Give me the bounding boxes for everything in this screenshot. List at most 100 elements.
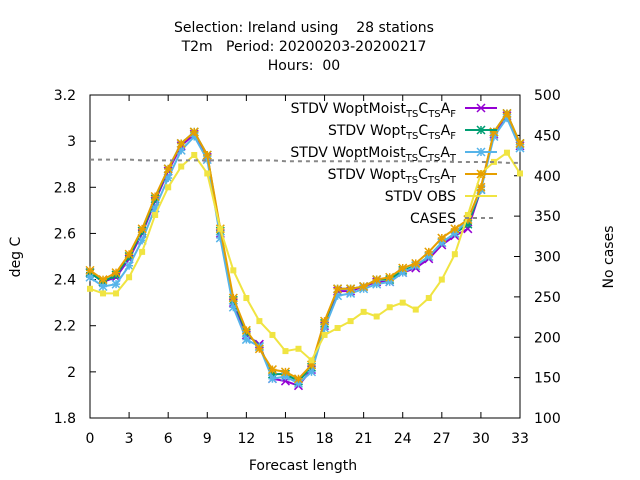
point xyxy=(372,275,382,285)
point xyxy=(359,281,369,292)
point xyxy=(256,318,263,325)
point xyxy=(346,284,356,294)
y-tick-label: 2.8 xyxy=(54,180,76,196)
point xyxy=(152,211,159,218)
series-line xyxy=(89,151,521,362)
x-tick-label: 6 xyxy=(164,431,173,447)
y-tick-label: 2.6 xyxy=(54,226,76,242)
y2-tick-label: 250 xyxy=(534,290,561,306)
point xyxy=(267,374,277,384)
point xyxy=(464,211,471,218)
point xyxy=(280,367,290,377)
point xyxy=(98,281,108,292)
point xyxy=(463,219,473,229)
point xyxy=(85,265,95,275)
point xyxy=(399,299,406,306)
y-tick-label: 3.2 xyxy=(54,88,76,104)
point xyxy=(111,268,121,278)
point xyxy=(346,288,356,298)
point xyxy=(137,235,147,245)
legend-label: CASES xyxy=(410,211,456,227)
point xyxy=(502,113,512,123)
point xyxy=(176,138,186,148)
point xyxy=(360,308,367,315)
point xyxy=(189,127,199,137)
point xyxy=(334,325,341,332)
point xyxy=(178,163,185,170)
point xyxy=(424,247,434,257)
point xyxy=(320,316,330,326)
point xyxy=(126,274,133,281)
point xyxy=(490,158,497,165)
point xyxy=(150,191,160,202)
point xyxy=(333,291,343,301)
y-tick-label: 2.4 xyxy=(54,273,76,289)
x-tick-label: 3 xyxy=(125,431,134,447)
point xyxy=(111,279,121,289)
x-tick-label: 18 xyxy=(316,431,334,447)
point xyxy=(450,228,460,238)
point xyxy=(267,369,277,379)
point xyxy=(191,151,198,158)
y-tick-label: 2 xyxy=(67,365,76,381)
point xyxy=(139,248,146,255)
y-axis-label: deg C xyxy=(8,236,24,277)
legend-marker xyxy=(476,125,486,135)
point xyxy=(438,276,445,283)
legend-label: STDV WoptMoistTSCTSAF xyxy=(291,101,457,120)
point xyxy=(87,285,93,292)
point xyxy=(463,215,473,225)
point xyxy=(308,357,315,364)
point xyxy=(113,290,120,297)
y-tick-label: 1.8 xyxy=(54,411,76,427)
y2-tick-label: 450 xyxy=(534,128,561,144)
point xyxy=(293,378,304,388)
point xyxy=(150,203,160,213)
point xyxy=(450,224,460,234)
point xyxy=(411,258,421,268)
point xyxy=(202,150,212,160)
y2-tick-label: 350 xyxy=(534,209,561,225)
legend-marker xyxy=(476,103,486,113)
point xyxy=(306,367,317,377)
legend-marker xyxy=(476,169,486,179)
point xyxy=(189,131,199,142)
y2-tick-label: 400 xyxy=(534,169,561,185)
point xyxy=(295,345,302,352)
legend-label: STDV WoptMoistTSCTSAT xyxy=(290,145,457,164)
y-tick-label: 3 xyxy=(67,134,76,150)
point xyxy=(385,277,395,287)
point xyxy=(228,302,238,312)
x-tick-label: 0 xyxy=(86,431,95,447)
legend-label: STDV WoptTSCTSAT xyxy=(328,167,457,186)
x-tick-label: 21 xyxy=(355,431,373,447)
point xyxy=(217,225,224,232)
point xyxy=(398,263,408,273)
point xyxy=(306,360,317,370)
point xyxy=(412,306,419,313)
point xyxy=(503,149,510,156)
y2-tick-label: 300 xyxy=(534,250,561,266)
point xyxy=(204,170,211,177)
x-axis-label: Forecast length xyxy=(249,458,357,474)
chart-title: Selection: Ireland using 28 stations xyxy=(174,20,434,36)
point xyxy=(163,164,173,174)
point xyxy=(165,184,172,191)
point xyxy=(241,325,251,335)
point xyxy=(424,251,434,262)
point xyxy=(502,108,512,118)
point xyxy=(320,323,330,333)
point xyxy=(489,127,499,137)
y2-tick-label: 150 xyxy=(534,371,561,387)
point xyxy=(321,331,328,338)
point xyxy=(373,313,380,320)
point xyxy=(85,272,95,282)
x-tick-label: 12 xyxy=(237,431,255,447)
point xyxy=(267,365,277,375)
x-tick-label: 33 xyxy=(511,431,529,447)
y2-tick-label: 100 xyxy=(534,411,561,427)
point xyxy=(230,267,237,274)
point xyxy=(517,170,523,177)
